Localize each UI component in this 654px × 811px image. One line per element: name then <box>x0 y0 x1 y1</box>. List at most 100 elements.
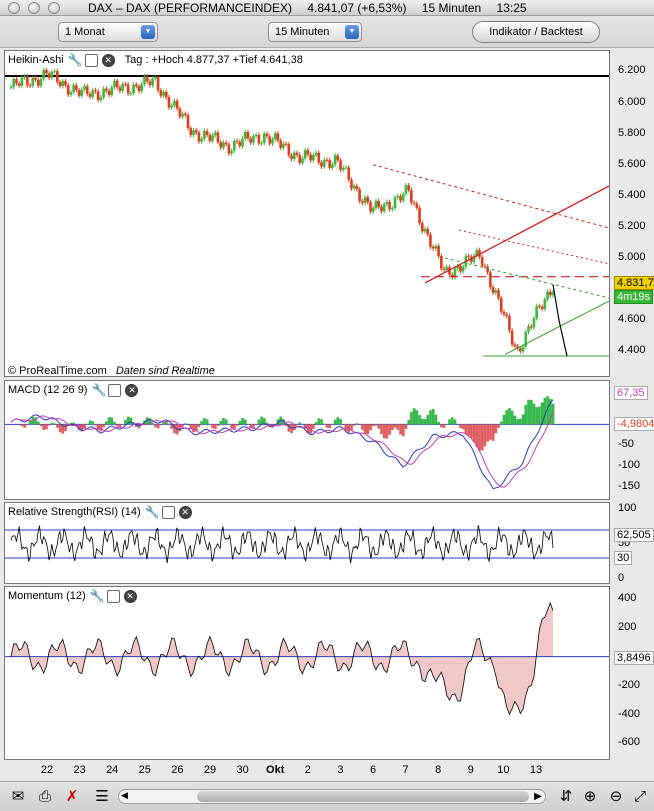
window-icon[interactable] <box>106 589 120 603</box>
wrench-icon[interactable]: 🔧 <box>67 52 83 67</box>
candle-body <box>426 228 430 235</box>
date-tick: 8 <box>435 764 442 776</box>
macd-histogram-bar <box>295 424 299 426</box>
wrench-icon[interactable]: 🔧 <box>89 588 105 603</box>
rsi-lower-level: 30 <box>614 551 633 565</box>
wrench-icon[interactable]: 🔧 <box>91 382 107 397</box>
mail-icon[interactable]: ✉ <box>11 788 25 805</box>
momentum-panel[interactable]: Momentum (12) 🔧 ✕ <box>4 586 610 760</box>
macd-histogram-bar <box>366 424 370 435</box>
macd-histogram-bar <box>137 424 141 429</box>
candle-body <box>213 132 217 136</box>
price-axis: 6.200 6.000 5.800 5.600 5.400 5.200 5.000 4.600… <box>612 50 654 377</box>
alert-icon[interactable]: ✗ <box>65 788 79 805</box>
candle-body <box>399 196 402 201</box>
trendline-upper-dotted <box>372 164 609 229</box>
candle-body <box>412 202 416 204</box>
candle-body <box>380 206 383 212</box>
expand-icon[interactable]: ⤢ <box>633 788 646 805</box>
print-icon[interactable]: ⎙ <box>38 788 51 805</box>
macd-histogram-bar <box>107 417 111 425</box>
day-high-low-info: Tag : +Hoch 4.877,37 +Tief 4.641,38 <box>124 54 303 66</box>
price-chart-panel[interactable]: Heikin-Ashi 🔧 ✕ Tag : +Hoch 4.877,37 +Ti… <box>4 50 610 377</box>
window-icon[interactable] <box>108 383 122 397</box>
macd-histogram-bar <box>265 422 269 425</box>
macd-histogram-bar <box>437 421 441 425</box>
macd-histogram-bar <box>502 414 506 425</box>
candle-body <box>94 90 97 92</box>
candle-body <box>431 246 435 249</box>
horizontal-scrollbar[interactable]: ◀ <box>118 789 546 804</box>
zoom-in-icon[interactable]: ⊕ <box>583 788 597 805</box>
window-icon[interactable] <box>84 53 98 67</box>
candle-body <box>467 255 470 257</box>
period-select[interactable]: 1 Monat ▼ <box>58 22 158 42</box>
macd-histogram-bar <box>219 420 223 425</box>
scrollbar-thumb[interactable] <box>197 791 529 802</box>
chart-sync-icon[interactable]: ⇵ <box>559 788 573 805</box>
macd-histogram-bar <box>249 424 253 429</box>
minimize-window-button[interactable] <box>28 2 40 14</box>
candle-body <box>9 86 13 88</box>
macd-panel-header: MACD (12 26 9) 🔧 ✕ <box>8 382 139 397</box>
candle-body <box>282 143 285 148</box>
candle-body <box>268 136 272 144</box>
macd-histogram-bar <box>260 416 263 425</box>
macd-histogram-bar <box>434 414 438 425</box>
candle-body <box>58 82 62 87</box>
candle-body <box>393 197 397 209</box>
macd-histogram-bar <box>312 424 315 429</box>
macd-histogram-bar <box>415 410 419 425</box>
momentum-axis: 400 200 -200 -400 -600 <box>612 586 654 760</box>
zoom-window-button[interactable] <box>48 2 60 14</box>
scroll-right-icon[interactable]: ▶ <box>534 791 542 802</box>
scroll-left-icon[interactable]: ◀ <box>121 790 128 800</box>
close-icon[interactable]: ✕ <box>101 53 115 67</box>
list-icon[interactable]: ☰ <box>95 788 109 805</box>
macd-histogram-bar <box>551 403 555 425</box>
macd-histogram-bar <box>34 417 37 425</box>
interval-select[interactable]: 15 Minuten ▼ <box>268 22 362 42</box>
candle-body <box>519 348 522 352</box>
close-icon[interactable]: ✕ <box>125 383 139 397</box>
candle-body <box>262 133 266 143</box>
candle-body <box>99 97 103 101</box>
candle-body <box>317 152 321 163</box>
price-panel-title: Heikin-Ashi <box>8 54 64 66</box>
window-icon[interactable] <box>161 505 175 519</box>
indicator-backtest-button[interactable]: Indikator / Backtest <box>472 21 600 43</box>
axis-tick-label: -200 <box>618 678 641 691</box>
bottom-toolbar: ✉ ⎙ ✗ ☰ ◀ ▶ ⇵ ⊕ ⊖ ⤢ <box>0 781 654 811</box>
macd-histogram-bar <box>306 424 310 433</box>
macd-panel[interactable]: MACD (12 26 9) 🔧 ✕ <box>4 380 610 500</box>
macd-histogram-bar <box>440 424 443 428</box>
candle-body <box>110 87 114 95</box>
close-icon[interactable]: ✕ <box>123 589 137 603</box>
candle-body <box>475 250 479 256</box>
macd-histogram-bar <box>39 424 43 427</box>
date-tick: 3 <box>337 764 344 776</box>
macd-histogram-bar <box>88 420 92 425</box>
rsi-panel[interactable]: Relative Strength(RSI) (14) 🔧 ✕ <box>4 502 610 584</box>
macd-histogram-bar <box>105 421 108 425</box>
candle-body <box>273 133 277 140</box>
candle-body <box>358 189 361 202</box>
candle-body <box>510 330 514 345</box>
macd-histogram-bar <box>336 417 340 425</box>
axis-tick-label: -400 <box>618 707 641 720</box>
candle-body <box>203 130 206 139</box>
zoom-out-icon[interactable]: ⊖ <box>609 788 623 805</box>
macd-histogram-bar <box>339 419 342 425</box>
axis-tick-label: 200 <box>618 620 637 633</box>
candle-body <box>72 85 75 93</box>
candle-body <box>287 144 291 156</box>
candle-body <box>301 158 304 163</box>
candle-body <box>222 142 225 148</box>
candle-body <box>404 185 408 195</box>
close-icon[interactable]: ✕ <box>178 505 192 519</box>
macd-histogram-bar <box>491 424 495 441</box>
macd-histogram-bar <box>53 423 56 425</box>
wrench-icon[interactable]: 🔧 <box>144 504 160 519</box>
candle-body <box>491 287 495 293</box>
close-window-button[interactable] <box>8 2 20 14</box>
